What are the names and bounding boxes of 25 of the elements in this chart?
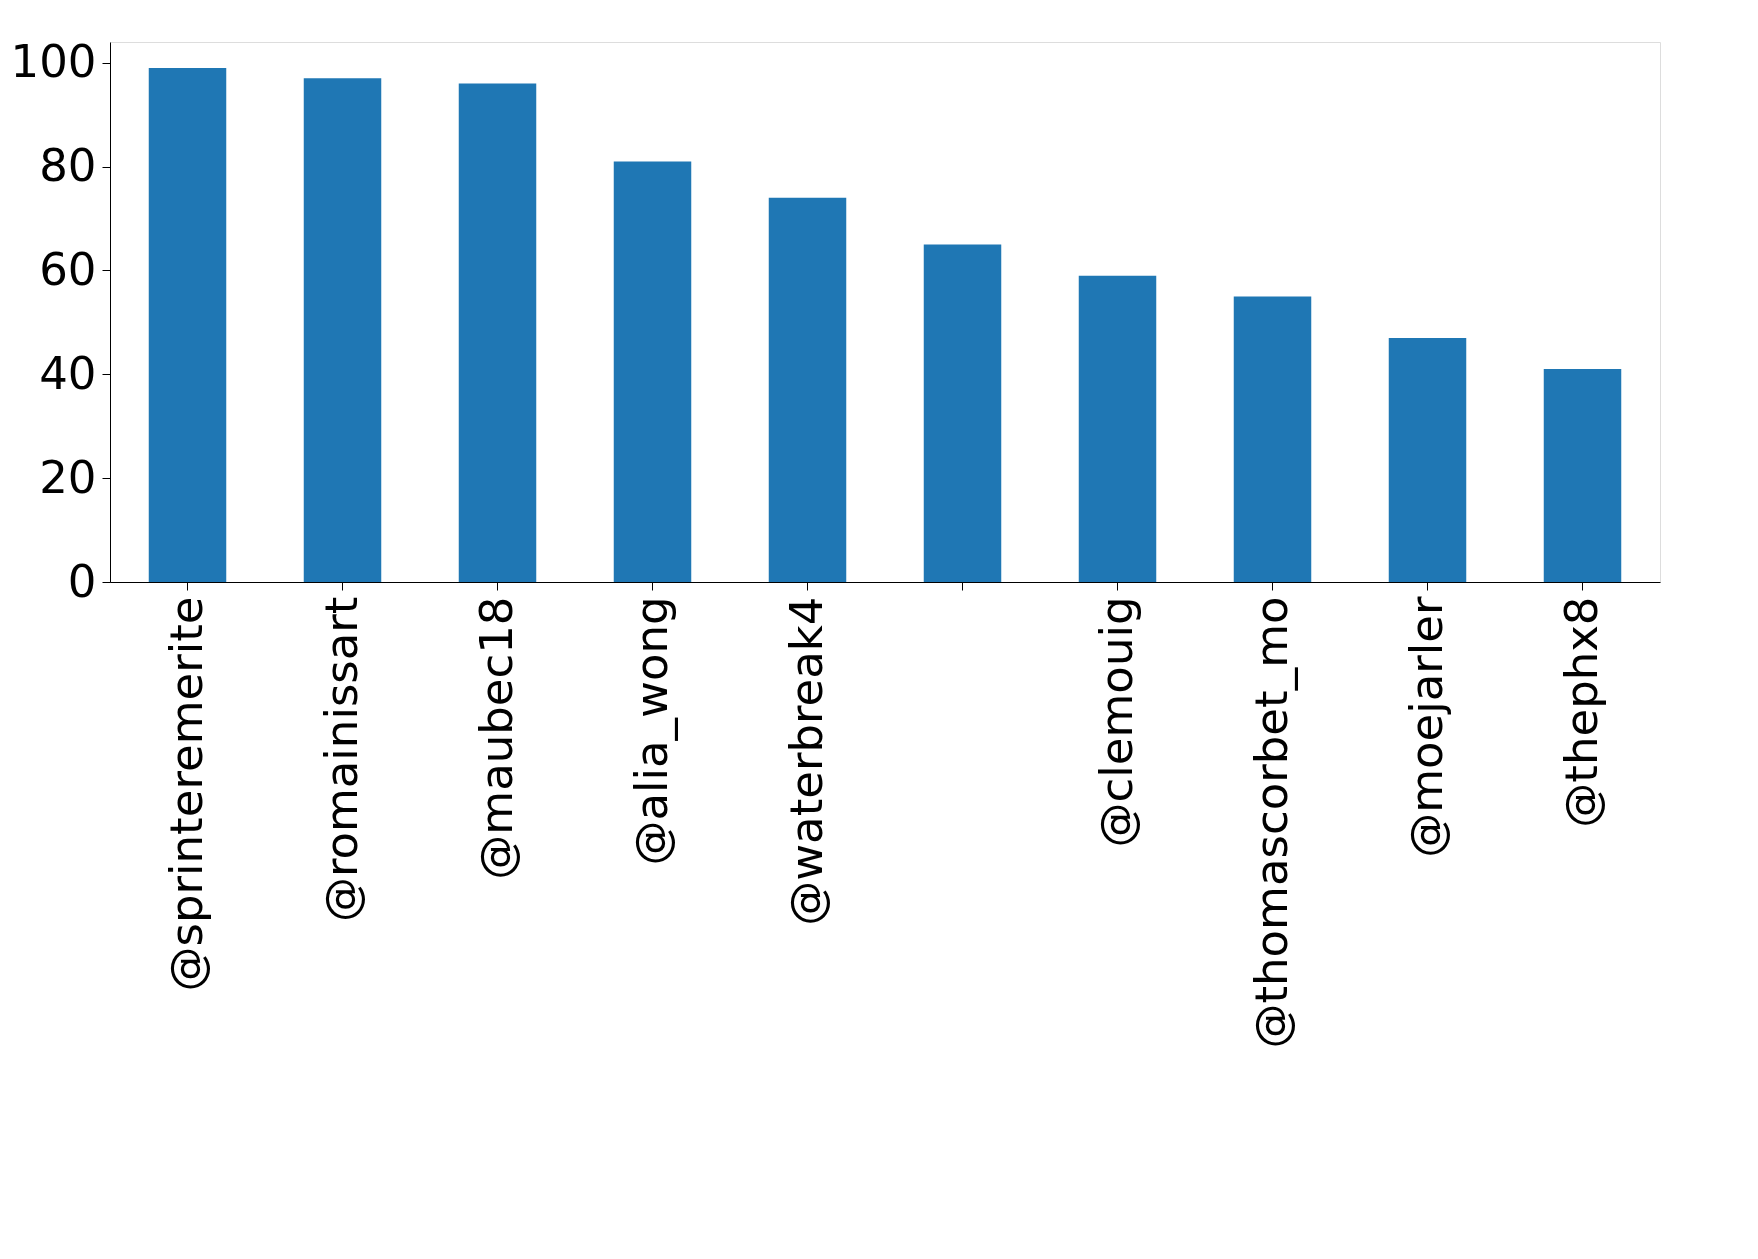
bar [303, 78, 382, 582]
bar [148, 67, 227, 582]
bar [1078, 275, 1157, 582]
x-tick-label: @romainissart [314, 596, 368, 923]
bar [613, 161, 692, 582]
bar [1233, 296, 1312, 582]
y-tick-label: 80 [39, 139, 97, 193]
x-tick-label: @sprinteremerite [159, 596, 213, 992]
x-tick-label: @thephx8 [1554, 596, 1608, 828]
bar [923, 244, 1002, 582]
x-tick-label: @thomascorbet_mo [1244, 596, 1298, 1049]
x-tick-label: @clemouig [1089, 596, 1143, 848]
y-tick-label: 60 [39, 242, 97, 296]
x-tick-label: @waterbreak4 [779, 596, 833, 926]
bar [768, 197, 847, 582]
y-tick-label: 20 [39, 450, 97, 504]
bar [458, 83, 537, 582]
y-tick-label: 40 [39, 346, 97, 400]
x-tick-label: @maubec18 [469, 596, 523, 880]
y-tick-label: 100 [10, 35, 97, 89]
x-tick-label: @moejarler [1399, 596, 1453, 858]
y-tick-label: 0 [67, 554, 97, 608]
x-tick-label: @alia_wong [624, 596, 678, 866]
bar [1388, 337, 1467, 582]
bar [1543, 369, 1622, 582]
